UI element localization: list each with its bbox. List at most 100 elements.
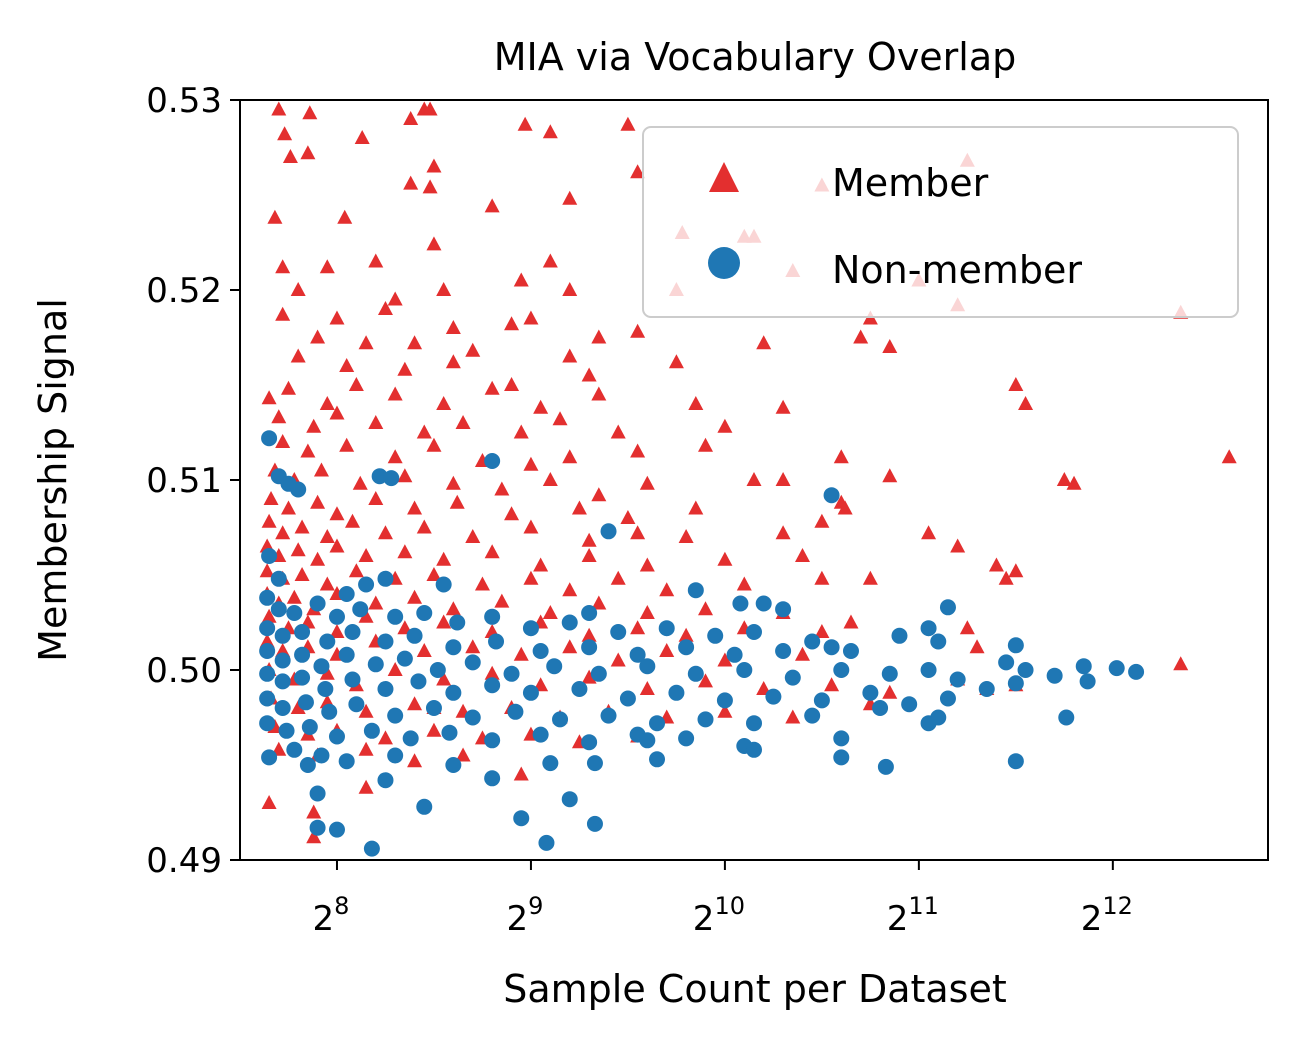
member-point-232	[824, 677, 840, 692]
member-point-184	[542, 605, 558, 619]
non-member-point-14	[435, 576, 452, 593]
non-member-point-160	[309, 819, 326, 836]
non-member-point-74	[784, 669, 801, 686]
member-point-71	[436, 396, 452, 410]
y-tick-label-2: 0.51	[146, 461, 222, 501]
non-member-point-131	[402, 730, 419, 747]
member-point-180	[368, 595, 384, 610]
member-point-84	[552, 411, 568, 426]
member-point-204	[959, 620, 975, 635]
member-point-157	[988, 557, 1004, 572]
member-point-158	[259, 563, 275, 578]
member-point-5	[542, 124, 558, 139]
member-point-1	[302, 105, 318, 120]
non-member-point-31	[522, 620, 539, 637]
member-point-210	[416, 643, 432, 657]
member-point-16	[422, 179, 438, 194]
member-point-187	[698, 601, 714, 616]
y-tick-label-1: 0.50	[146, 651, 222, 691]
member-point-160	[294, 567, 310, 581]
member-point-138	[678, 529, 694, 543]
member-point-192	[329, 624, 345, 638]
member-point-66	[261, 390, 277, 405]
non-member-point-103	[901, 696, 918, 713]
member-point-97	[833, 449, 849, 464]
member-point-91	[387, 449, 403, 464]
member-point-152	[581, 548, 597, 562]
member-point-61	[504, 377, 520, 391]
member-point-167	[562, 582, 578, 597]
non-member-point-11	[338, 586, 355, 602]
member-point-75	[688, 396, 704, 410]
member-point-182	[445, 601, 461, 616]
non-member-point-137	[678, 730, 695, 747]
member-point-117	[329, 506, 345, 521]
non-member-point-107	[259, 690, 276, 707]
non-member-point-92	[410, 673, 427, 690]
non-member-point-35	[707, 627, 724, 644]
member-point-137	[630, 525, 646, 540]
non-member-point-48	[581, 639, 598, 656]
member-point-136	[581, 532, 597, 547]
non-member-point-142	[299, 757, 316, 773]
non-member-point-86	[259, 665, 276, 682]
member-point-13	[630, 164, 646, 179]
non-member-point-44	[406, 627, 423, 644]
non-member-point-36	[746, 624, 762, 640]
non-member-point-148	[586, 755, 603, 772]
non-member-point-30	[484, 608, 501, 625]
member-point-186	[639, 605, 655, 619]
member-point-235	[882, 684, 898, 699]
member-point-69	[348, 377, 364, 391]
non-member-point-121	[804, 707, 821, 724]
non-member-point-19	[775, 601, 792, 618]
non-member-point-163	[538, 834, 555, 851]
member-point-225	[436, 671, 452, 686]
member-point-86	[717, 418, 733, 433]
y-axis-label: Membership Signal	[31, 298, 75, 662]
member-point-43	[445, 320, 461, 334]
member-point-148	[397, 544, 413, 559]
non-member-point-78	[949, 671, 966, 688]
legend-frame	[642, 126, 1239, 318]
member-point-181	[407, 589, 423, 604]
non-member-point-116	[552, 711, 569, 728]
non-member-point-126	[259, 715, 276, 732]
non-member-point-33	[610, 624, 627, 640]
member-point-253	[377, 730, 393, 745]
member-point-51	[407, 335, 423, 350]
non-member-point-25	[328, 608, 345, 625]
member-point-248	[785, 709, 801, 724]
non-member-point-134	[532, 726, 549, 743]
non-member-point-114	[464, 709, 481, 726]
non-member-point-165	[639, 732, 656, 749]
non-member-point-51	[726, 646, 743, 663]
member-point-103	[397, 468, 413, 483]
non-member-point-104	[939, 690, 956, 707]
non-member-point-149	[649, 751, 666, 768]
member-point-199	[630, 620, 646, 635]
legend-marker-non-member	[708, 247, 740, 279]
member-point-116	[310, 494, 326, 509]
non-member-point-70	[590, 665, 607, 682]
non-member-point-83	[1079, 673, 1096, 690]
non-member-point-54	[842, 643, 859, 659]
non-member-point-22	[270, 601, 287, 618]
member-point-212	[513, 646, 529, 661]
non-member-point-110	[321, 703, 338, 720]
member-point-24	[426, 236, 442, 251]
non-member-point-164	[484, 770, 501, 787]
non-member-point-17	[732, 595, 749, 612]
member-point-119	[407, 500, 423, 515]
non-member-point-99	[716, 692, 733, 709]
member-point-26	[319, 259, 335, 274]
non-member-point-151	[833, 749, 850, 766]
member-point-108	[639, 475, 655, 490]
non-member-point-124	[930, 709, 947, 726]
member-point-172	[998, 570, 1014, 585]
non-member-point-80	[1017, 662, 1034, 678]
member-point-211	[465, 639, 481, 654]
member-point-11	[354, 130, 370, 144]
non-member-point-53	[823, 639, 840, 656]
member-point-241	[407, 696, 423, 711]
